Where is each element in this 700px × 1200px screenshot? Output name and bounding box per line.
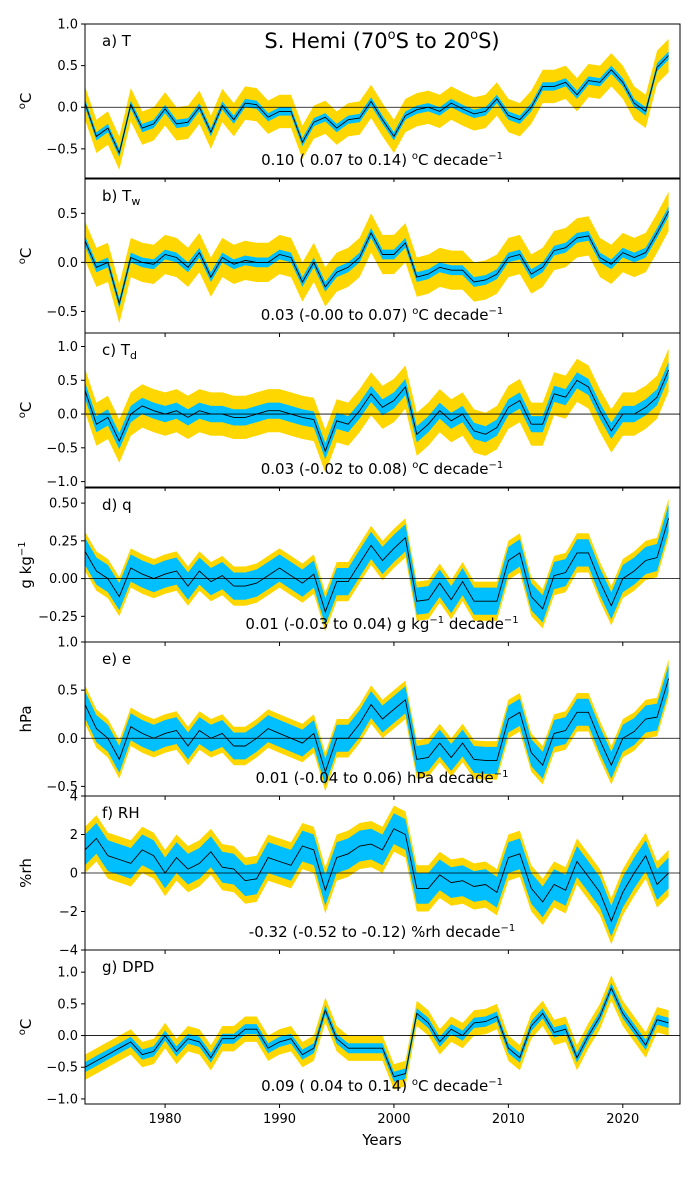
trend-annotation: -0.32 (-0.52 to -0.12) %rh decade−1 (249, 923, 515, 941)
panel-frame (84, 332, 681, 488)
panel-b: −0.5 0.0 0.5 b) Tw oC 0.03 (-0.00 to 0.07) oC… (17, 178, 681, 337)
y-tick-label: 0.5 (57, 684, 78, 699)
trend-annotation: 0.10 ( 0.07 to 0.14) oC decade−1 (261, 151, 503, 169)
panel-label: f) RH (102, 804, 140, 822)
y-tick-label: 1.0 (57, 340, 78, 355)
y-tick-label: −0.25 (38, 610, 78, 625)
x-tick-label: 2000 (377, 1112, 410, 1127)
plot-area (85, 498, 680, 632)
uncertainty-band-inner (85, 983, 669, 1082)
y-axis-label: oC (17, 93, 35, 110)
y-tick-label: −0.5 (46, 305, 78, 320)
y-tick-label: −0.5 (46, 780, 78, 795)
panel-label: c) Td (102, 341, 137, 362)
trend-annotation: 0.09 ( 0.04 to 0.14) oC decade−1 (261, 1077, 503, 1095)
panel-e: −0.5 0.0 0.5 1.0 e) e hPa 0.01 (-0.04 to 0.06)… (17, 636, 681, 800)
trend-annotation: 0.01 (-0.03 to 0.04) g kg−1 decade−1 (245, 615, 518, 633)
y-axis-label: oC (17, 402, 35, 419)
y-tick-label: −1.0 (46, 475, 78, 490)
y-tick-label: −2 (59, 905, 78, 920)
plot-area (85, 348, 680, 473)
y-axis-label: oC (17, 1019, 35, 1036)
y-tick-label: 2 (70, 828, 78, 843)
y-tick-label: 0.5 (57, 59, 78, 74)
y-tick-label: 0.5 (57, 374, 78, 389)
panel-frame (84, 949, 681, 1105)
y-tick-label: 0.0 (57, 256, 78, 271)
y-tick-label: 1.0 (57, 18, 78, 33)
series-line (85, 828, 669, 923)
figure-title: S. Hemi (70oS to 20oS) (264, 28, 499, 53)
x-axis: 1980 1990 2000 2010 2020 (149, 1112, 640, 1127)
uncertainty-band-inner (85, 362, 669, 460)
uncertainty-band-outer (85, 805, 669, 945)
y-axis-label: %rh (17, 858, 35, 888)
trend-annotation: 0.03 (-0.00 to 0.07) oC decade−1 (261, 306, 504, 324)
y-tick-label: 0.5 (57, 207, 78, 222)
y-tick-label: −0.5 (46, 142, 78, 157)
panel-c: −1.0 −0.5 0.0 0.5 1.0 c) Td oC 0.03 (-0.02 to 0… (17, 332, 681, 491)
plot-area (85, 805, 680, 945)
panel-label: d) q (102, 496, 132, 514)
plot-area (85, 191, 680, 324)
panel-label: g) DPD (102, 958, 154, 976)
panel-d: −0.25 0.00 0.25 0.50 d) q g kg−1 0.01 (-0.03 t… (17, 487, 681, 646)
series-line (85, 518, 670, 614)
y-tick-label: −1.0 (46, 1092, 78, 1107)
y-tick-label: 0.0 (57, 732, 78, 747)
y-axis-label: oC (17, 248, 35, 265)
series-line (85, 986, 669, 1078)
panels-group: −0.5 0.0 0.5 1.0 a) T oC 0.10 ( 0.07 to 0.14) … (17, 18, 681, 1108)
y-tick-label: −4 (59, 944, 78, 959)
x-tick-label: 1980 (149, 1112, 182, 1127)
uncertainty-band-outer (85, 659, 669, 792)
series-line (85, 55, 669, 155)
y-tick-label: 0.00 (49, 572, 78, 587)
uncertainty-band-inner (85, 665, 669, 786)
y-tick-label: 4 (70, 790, 78, 805)
y-tick-label: 0.0 (57, 1029, 78, 1044)
y-tick-label: 1.0 (57, 966, 78, 981)
panel-label: b) Tw (102, 187, 140, 208)
plot-area (85, 659, 680, 792)
uncertainty-band-outer (85, 975, 669, 1090)
y-axis-label: g kg−1 (17, 541, 35, 588)
series-line (85, 211, 669, 306)
y-tick-label: 1.0 (57, 636, 78, 651)
trend-annotation: 0.01 (-0.04 to 0.06) hPa decade−1 (256, 769, 509, 787)
panel-label: a) T (102, 32, 132, 50)
y-axis-label: hPa (17, 705, 35, 732)
x-tick-label: 2010 (492, 1112, 525, 1127)
panel-g: −1.0 −0.5 0.0 0.5 1.0 g) DPD oC 0.09 ( 0.04 to … (17, 949, 681, 1108)
panel-frame (84, 23, 681, 179)
series-line (85, 678, 670, 774)
y-tick-label: 0.25 (49, 534, 78, 549)
x-tick-label: 2020 (606, 1112, 639, 1127)
trend-annotation: 0.03 (-0.02 to 0.08) oC decade−1 (261, 460, 504, 478)
plot-area (85, 975, 680, 1090)
uncertainty-band-inner (85, 504, 669, 626)
uncertainty-band-outer (85, 348, 669, 473)
panel-f: −4 −2 0 2 4 f) RH %rh -0.32 (-0.52 to -0.12) %r… (17, 790, 681, 959)
uncertainty-band-inner (85, 813, 669, 937)
y-tick-label: 0.50 (49, 497, 78, 512)
y-tick-label: −0.5 (46, 441, 78, 456)
x-tick-label: 1990 (263, 1112, 296, 1127)
y-tick-label: 0.0 (57, 101, 78, 116)
panel-a: −0.5 0.0 0.5 1.0 a) T oC 0.10 ( 0.07 to 0.14) … (17, 18, 681, 182)
y-tick-label: −0.5 (46, 1061, 78, 1076)
uncertainty-band-outer (85, 39, 669, 170)
y-tick-label: 0 (70, 867, 78, 882)
x-axis-label: Years (361, 1131, 402, 1149)
y-tick-label: 0.0 (57, 408, 78, 423)
y-tick-label: 0.5 (57, 997, 78, 1012)
series-line (85, 369, 670, 453)
panel-label: e) e (102, 650, 131, 668)
uncertainty-band-outer (85, 191, 669, 324)
plot-area (85, 39, 680, 170)
